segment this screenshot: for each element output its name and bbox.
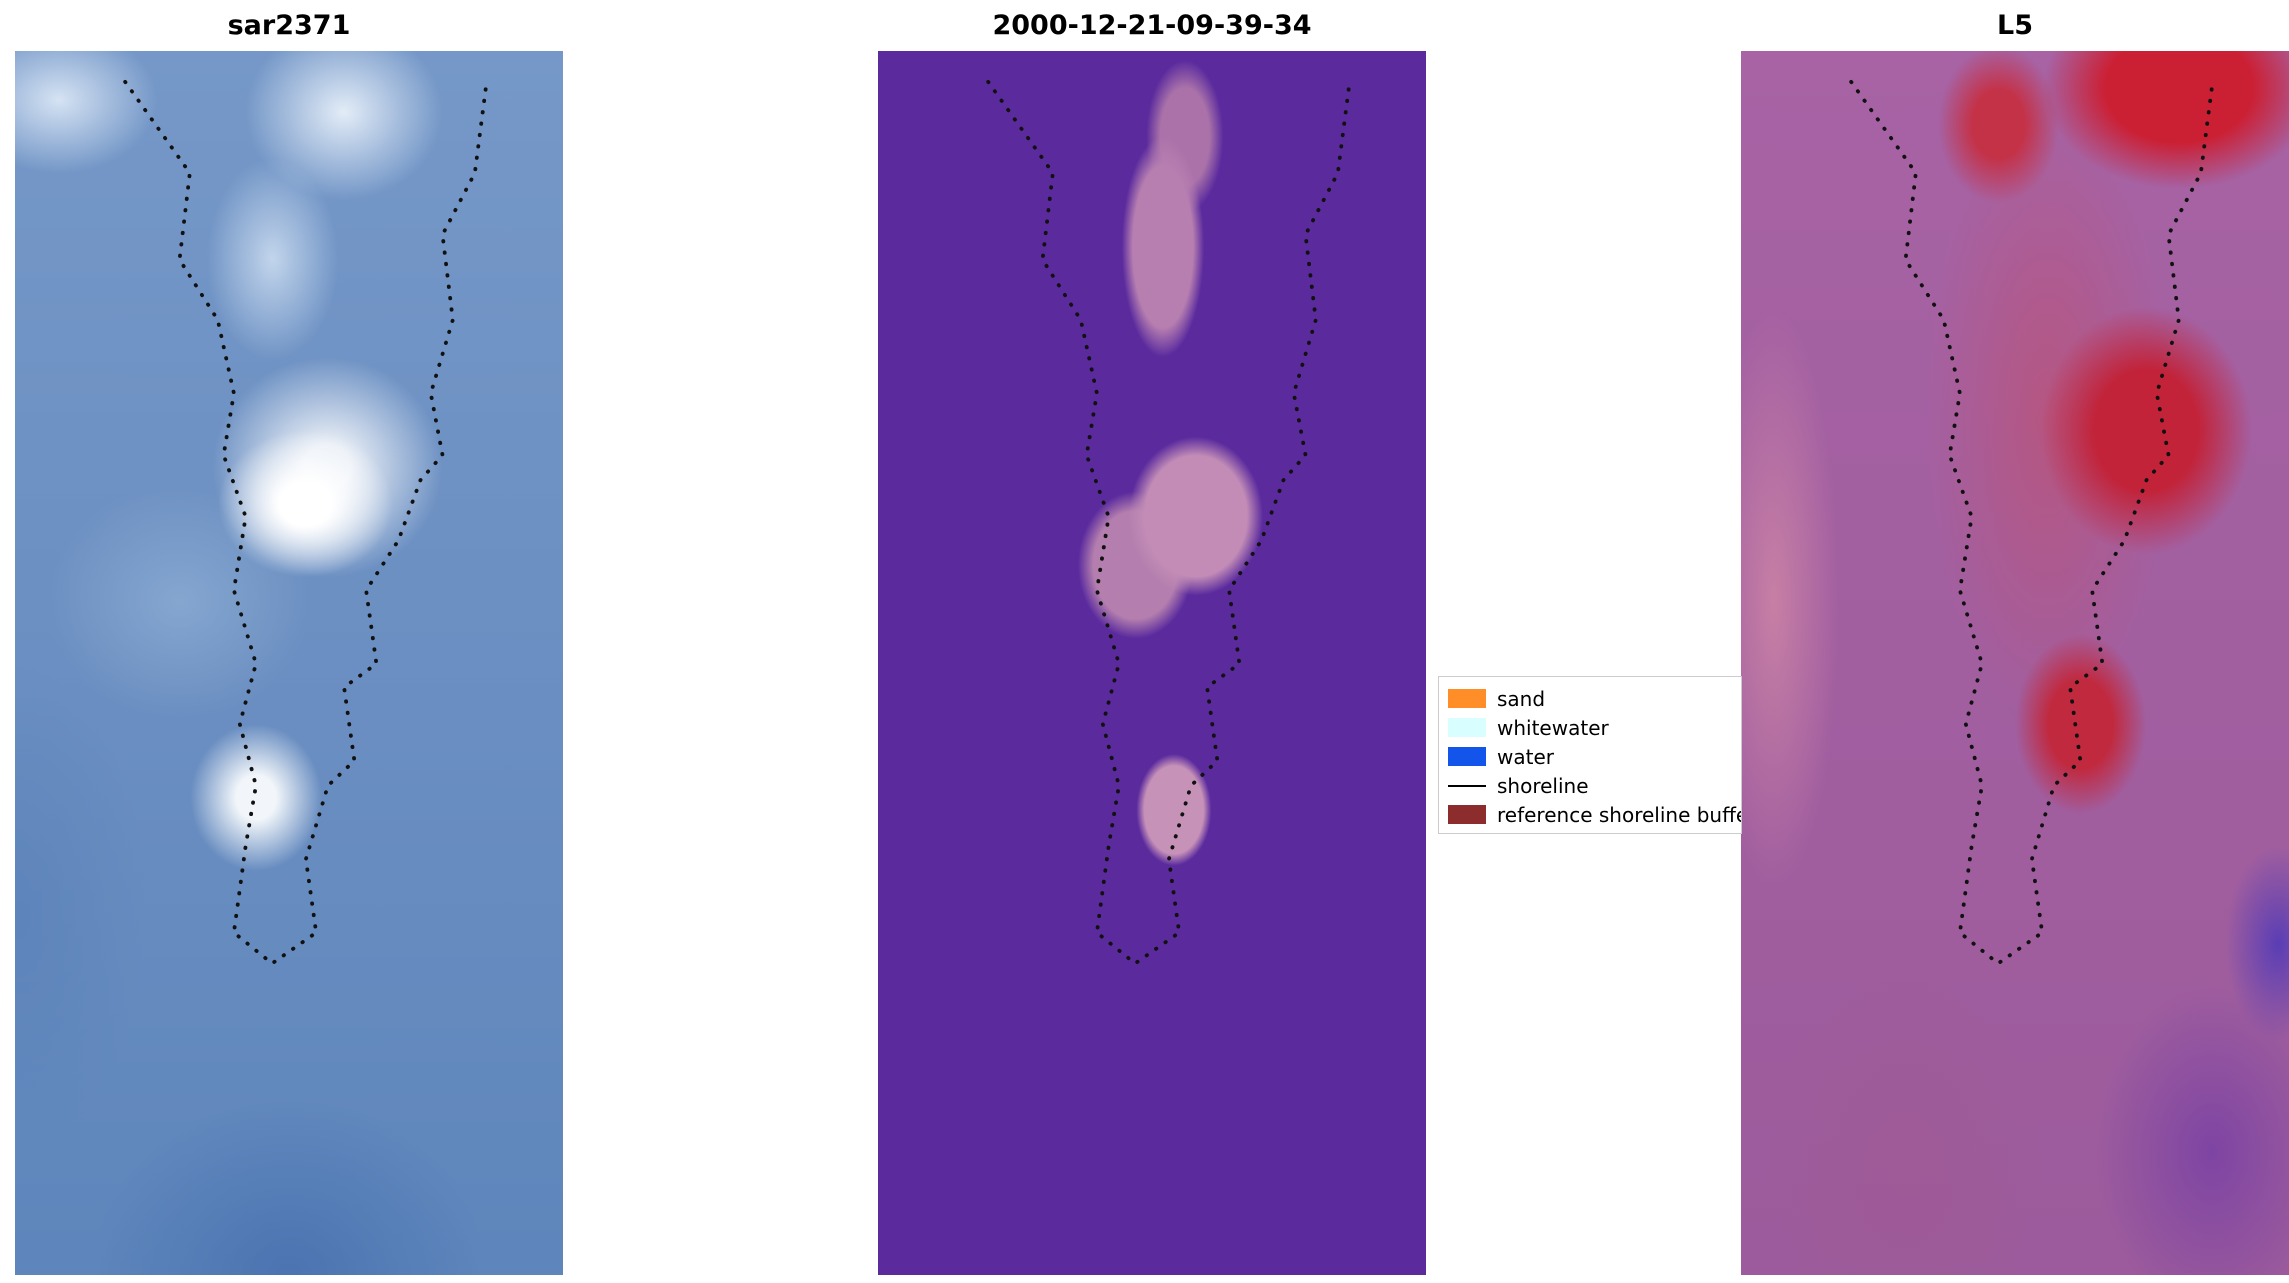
panel-l5: L5	[1741, 0, 2289, 1275]
shoreline-dotted-path	[986, 79, 1352, 966]
legend-swatch-whitewater	[1448, 718, 1486, 737]
legend-label: shoreline	[1497, 773, 1589, 798]
legend-swatch-sand	[1448, 689, 1486, 708]
sar-image	[15, 51, 563, 1275]
legend: sand whitewater water shoreline referenc…	[1438, 676, 1742, 834]
shoreline-dotted-path	[1849, 79, 2215, 966]
legend-label: reference shoreline buffer	[1497, 802, 1741, 827]
legend-swatch-water	[1448, 747, 1486, 766]
legend-label: water	[1497, 744, 1554, 769]
legend-line-shoreline	[1448, 784, 1486, 787]
panel-sar2371: sar2371	[15, 0, 563, 1275]
l5-image	[1741, 51, 2289, 1275]
legend-swatch-reference-shoreline-buffer	[1448, 805, 1486, 824]
panel-classified: 2000-12-21-09-39-34	[878, 0, 1426, 1275]
legend-item: reference shoreline buffer	[1448, 800, 1741, 829]
legend-label: whitewater	[1497, 715, 1609, 740]
panel-title: sar2371	[227, 10, 351, 41]
legend-label: sand	[1497, 686, 1546, 711]
classified-image	[878, 51, 1426, 1275]
panel-title: 2000-12-21-09-39-34	[992, 10, 1312, 41]
panel-title: L5	[1997, 10, 2033, 41]
shoreline-dotted-path	[123, 79, 489, 966]
legend-item: sand	[1448, 684, 1741, 713]
legend-item: whitewater	[1448, 713, 1741, 742]
legend-item: shoreline	[1448, 771, 1741, 800]
legend-item: water	[1448, 742, 1741, 771]
